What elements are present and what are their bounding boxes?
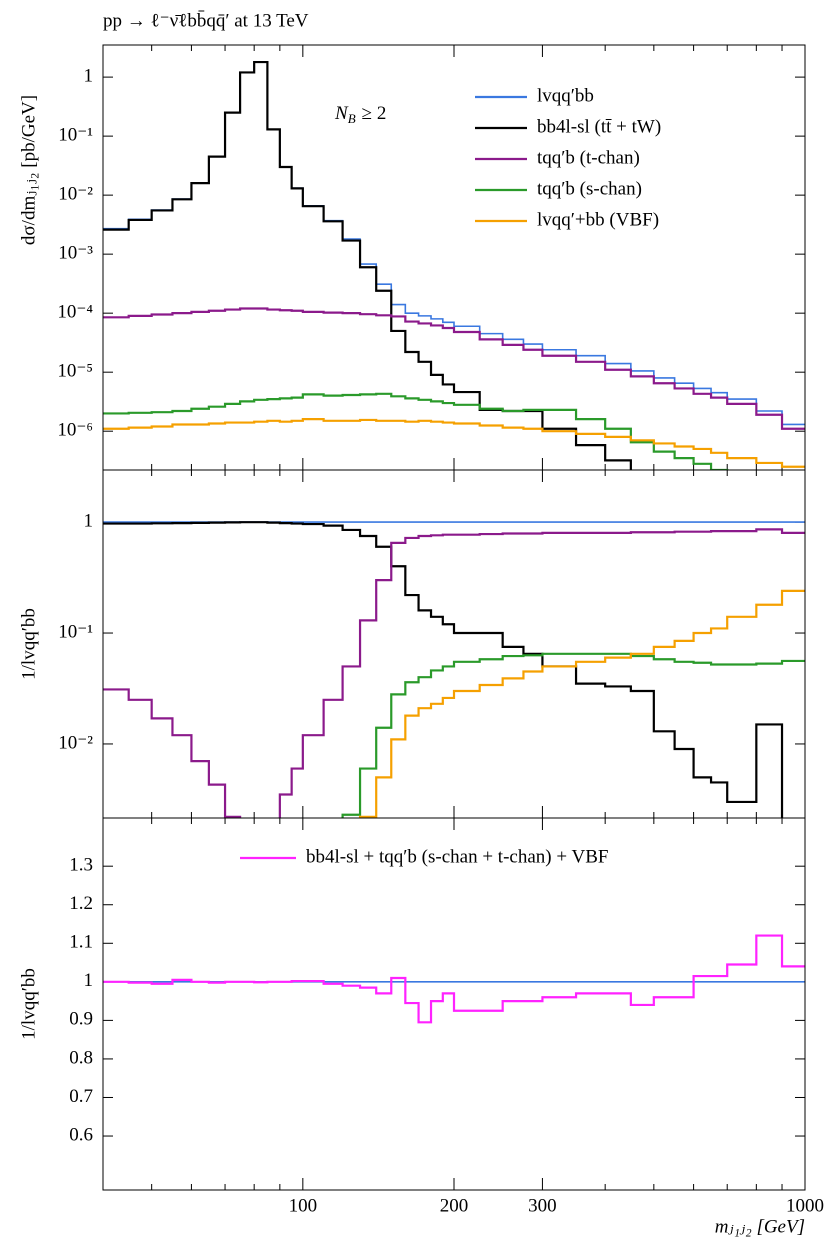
x-tick-label: 1000: [786, 1195, 824, 1216]
y-tick-label: 10⁻²: [58, 732, 93, 753]
series-group: [103, 521, 805, 818]
y-tick-label: 10⁻⁵: [57, 361, 93, 382]
y-tick-label: 10⁻⁶: [57, 420, 93, 441]
step-line: [103, 418, 805, 468]
y-tick-label: 10⁻¹: [58, 124, 93, 145]
chart-title: pp → ℓ⁻ν̄ℓbb̄qq̄′ at 13 TeV: [103, 10, 309, 31]
y-axis-label: dσ/dmⱼ₁ⱼ₂ [pb/GeV]: [18, 95, 39, 245]
y-tick-label: 10⁻²: [58, 183, 93, 204]
step-line: [103, 934, 805, 1024]
step-line: [103, 60, 632, 470]
plot-frame: [102, 817, 806, 1191]
legend-label: tqq′b (t-chan): [537, 147, 640, 168]
y-tick-label: 0.8: [69, 1047, 93, 1068]
legend-label: bb4l-sl + tqq′b (s-chan + t-chan) + VBF: [306, 846, 608, 867]
step-line: [103, 528, 805, 818]
y-tick-label: 1: [84, 65, 94, 86]
y-tick-label: 1.2: [69, 893, 93, 914]
x-axis-label: mⱼ₁ⱼ₂ [GeV]: [715, 1216, 805, 1237]
step-line: [341, 652, 805, 818]
step-line: [103, 307, 805, 430]
x-tick-label: 300: [528, 1195, 557, 1216]
x-tick-label: 200: [440, 1195, 469, 1216]
y-tick-label: 10⁻⁴: [57, 302, 93, 323]
annotation-symbol: N: [334, 103, 349, 124]
annotation: NB ≥ 2: [334, 103, 386, 126]
y-tick-label: 0.9: [69, 1009, 93, 1030]
y-tick-label: 0.7: [69, 1086, 93, 1107]
series-group: [103, 934, 805, 1024]
series-group: [103, 60, 805, 470]
x-tick-label: 100: [289, 1195, 318, 1216]
annotation-subscript: B: [348, 111, 356, 126]
legend-label: lvqq′bb: [537, 85, 594, 106]
legend-label: bb4l-sl (tt̄ + tW): [537, 116, 661, 137]
y-tick-label: 1.1: [69, 932, 93, 953]
y-tick-label: 1.3: [69, 855, 93, 876]
y-tick-label: 1: [84, 970, 94, 991]
step-line: [103, 61, 805, 426]
y-tick-label: 10⁻¹: [58, 621, 93, 642]
legend-label: tqq′b (s-chan): [537, 178, 642, 199]
y-axis-label: 1/lvqq′bb: [18, 968, 39, 1040]
legend-label: lvqq′+bb (VBF): [537, 209, 659, 230]
y-tick-label: 10⁻³: [58, 243, 93, 264]
y-axis-label: 1/lvqq′bb: [18, 608, 39, 680]
y-tick-label: 0.6: [69, 1124, 93, 1145]
step-line: [103, 521, 784, 818]
annotation-text: ≥ 2: [362, 103, 387, 124]
step-line: [103, 392, 729, 470]
y-tick-label: 1: [84, 510, 94, 531]
step-line: [358, 589, 805, 818]
